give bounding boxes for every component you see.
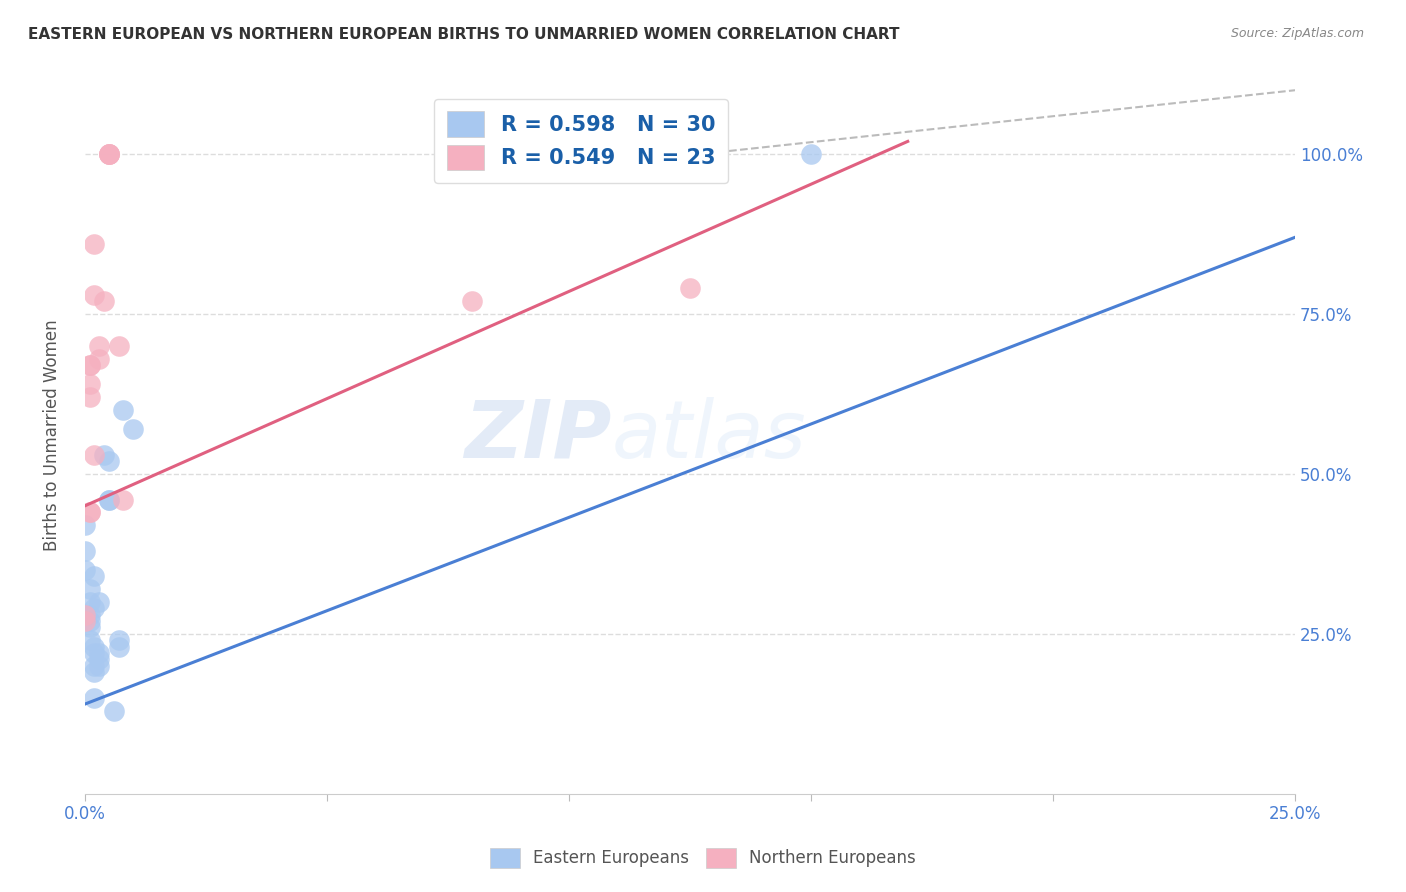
Text: Source: ZipAtlas.com: Source: ZipAtlas.com	[1230, 27, 1364, 40]
Point	[112, 492, 135, 507]
Point	[112, 403, 135, 417]
Point	[107, 339, 129, 353]
Point	[79, 358, 101, 372]
Point	[83, 658, 105, 673]
Point	[89, 658, 111, 673]
Point	[93, 448, 115, 462]
Point	[79, 377, 101, 392]
Point	[73, 563, 96, 577]
Point	[79, 633, 101, 648]
Point	[800, 147, 823, 161]
Point	[679, 147, 702, 161]
Point	[83, 288, 105, 302]
Point	[79, 505, 101, 519]
Legend: R = 0.598   N = 30, R = 0.549   N = 23: R = 0.598 N = 30, R = 0.549 N = 23	[434, 99, 728, 183]
Point	[83, 601, 105, 615]
Point	[83, 569, 105, 583]
Point	[83, 646, 105, 660]
Point	[89, 652, 111, 666]
Point	[97, 147, 120, 161]
Point	[97, 492, 120, 507]
Point	[73, 607, 96, 622]
Point	[89, 595, 111, 609]
Y-axis label: Births to Unmarried Women: Births to Unmarried Women	[44, 319, 60, 551]
Point	[97, 147, 120, 161]
Point	[79, 390, 101, 404]
Point	[83, 640, 105, 654]
Point	[679, 281, 702, 295]
Point	[97, 492, 120, 507]
Point	[79, 607, 101, 622]
Point	[107, 633, 129, 648]
Point	[122, 422, 145, 436]
Point	[83, 665, 105, 680]
Point	[83, 690, 105, 705]
Point	[89, 351, 111, 366]
Point	[79, 614, 101, 628]
Text: ZIP: ZIP	[464, 397, 612, 475]
Point	[89, 646, 111, 660]
Point	[103, 704, 125, 718]
Point	[83, 236, 105, 251]
Point	[73, 518, 96, 533]
Point	[97, 147, 120, 161]
Point	[89, 339, 111, 353]
Text: EASTERN EUROPEAN VS NORTHERN EUROPEAN BIRTHS TO UNMARRIED WOMEN CORRELATION CHAR: EASTERN EUROPEAN VS NORTHERN EUROPEAN BI…	[28, 27, 900, 42]
Legend: Eastern Europeans, Northern Europeans: Eastern Europeans, Northern Europeans	[484, 841, 922, 875]
Point	[79, 595, 101, 609]
Text: atlas: atlas	[612, 397, 806, 475]
Point	[93, 294, 115, 309]
Point	[83, 448, 105, 462]
Point	[461, 294, 484, 309]
Point	[79, 505, 101, 519]
Point	[79, 582, 101, 596]
Point	[107, 640, 129, 654]
Point	[97, 147, 120, 161]
Point	[97, 454, 120, 468]
Point	[73, 543, 96, 558]
Point	[73, 614, 96, 628]
Point	[79, 620, 101, 634]
Point	[79, 358, 101, 372]
